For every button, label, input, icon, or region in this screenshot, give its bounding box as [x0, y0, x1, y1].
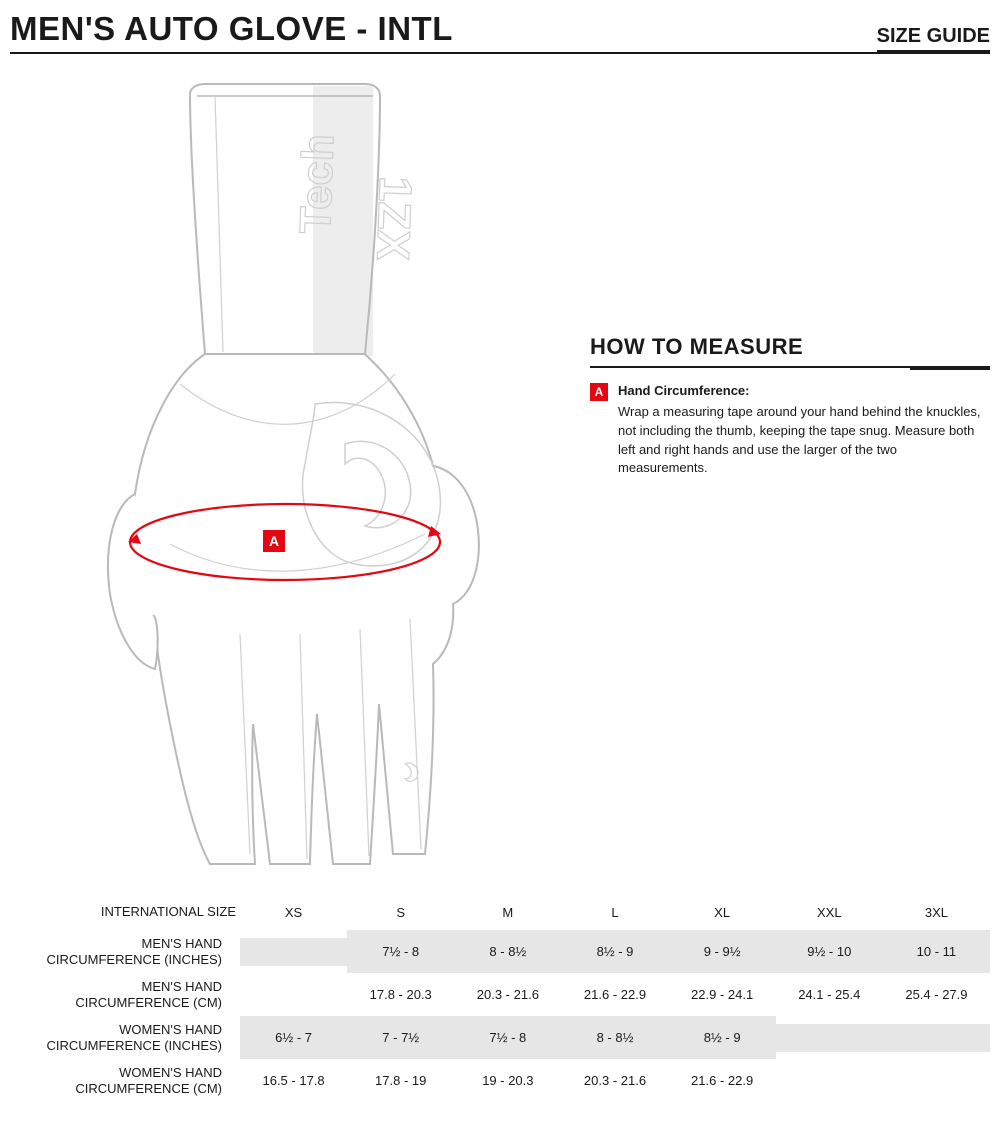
- table-cell: [776, 1067, 883, 1095]
- table-row: MEN'S HANDCIRCUMFERENCE (INCHES) 7½ - 88 …: [10, 930, 990, 973]
- table-cell: 6½ - 7: [240, 1016, 347, 1059]
- howto-heading: Hand Circumference:: [618, 382, 990, 401]
- table-cell: 7 - 7½: [347, 1016, 454, 1059]
- size-col: S: [347, 895, 454, 930]
- size-table: INTERNATIONAL SIZE XS S M L XL XXL 3XL M…: [10, 894, 990, 1102]
- size-guide-label: SIZE GUIDE: [877, 25, 990, 54]
- table-cell: 21.6 - 22.9: [669, 1059, 776, 1102]
- row-label: WOMEN'S HANDCIRCUMFERENCE (INCHES): [10, 1022, 240, 1055]
- mid-section: Tech 1ZX: [10, 74, 990, 874]
- howto-body-text: Wrap a measuring tape around your hand b…: [618, 403, 990, 478]
- marker-a-icon: A: [590, 383, 608, 401]
- table-cell: 24.1 - 25.4: [776, 973, 883, 1016]
- size-col: M: [454, 895, 561, 930]
- size-col: XS: [240, 895, 347, 930]
- svg-text:1ZX: 1ZX: [367, 175, 422, 261]
- size-col: 3XL: [883, 895, 990, 930]
- table-row: WOMEN'S HANDCIRCUMFERENCE (INCHES)6½ - 7…: [10, 1016, 990, 1059]
- table-row: MEN'S HANDCIRCUMFERENCE (CM)17.8 - 20.32…: [10, 973, 990, 1016]
- glove-diagram: Tech 1ZX: [10, 74, 570, 874]
- row-label: WOMEN'S HANDCIRCUMFERENCE (CM): [10, 1065, 240, 1098]
- table-cell: [776, 1024, 883, 1052]
- table-row: WOMEN'S HANDCIRCUMFERENCE (CM)16.5 - 17.…: [10, 1059, 990, 1102]
- table-cell: 8½ - 9: [669, 1016, 776, 1059]
- table-cell: 20.3 - 21.6: [454, 973, 561, 1016]
- glove-svg: Tech 1ZX: [75, 74, 505, 874]
- table-cell: 17.8 - 20.3: [347, 973, 454, 1016]
- table-cell: 7½ - 8: [347, 930, 454, 973]
- table-cell: 9½ - 10: [776, 930, 883, 973]
- size-col: L: [561, 895, 668, 930]
- table-cell: 25.4 - 27.9: [883, 973, 990, 1016]
- table-cell: [240, 938, 347, 966]
- size-col: XXL: [776, 895, 883, 930]
- howto-title: HOW TO MEASURE: [590, 334, 990, 368]
- table-header-row: INTERNATIONAL SIZE XS S M L XL XXL 3XL: [10, 894, 990, 930]
- table-cell: 7½ - 8: [454, 1016, 561, 1059]
- row-label: MEN'S HANDCIRCUMFERENCE (CM): [10, 979, 240, 1012]
- table-cell: [240, 981, 347, 1009]
- table-cell: 19 - 20.3: [454, 1059, 561, 1102]
- table-cell: 16.5 - 17.8: [240, 1059, 347, 1102]
- table-cell: 10 - 11: [883, 930, 990, 973]
- svg-text:A: A: [269, 533, 279, 549]
- size-col: XL: [669, 895, 776, 930]
- table-cell: 21.6 - 22.9: [561, 973, 668, 1016]
- table-header-label: INTERNATIONAL SIZE: [10, 894, 240, 930]
- table-cell: 8½ - 9: [561, 930, 668, 973]
- table-cell: 20.3 - 21.6: [561, 1059, 668, 1102]
- table-cell: 8 - 8½: [454, 930, 561, 973]
- howto-text: Hand Circumference: Wrap a measuring tap…: [618, 382, 990, 478]
- page-title: MEN'S AUTO GLOVE - INTL: [10, 10, 453, 48]
- page-header: MEN'S AUTO GLOVE - INTL SIZE GUIDE: [10, 10, 990, 54]
- table-cell: 17.8 - 19: [347, 1059, 454, 1102]
- table-cell: [883, 1024, 990, 1052]
- svg-text:Tech: Tech: [291, 133, 343, 234]
- table-cell: [883, 1067, 990, 1095]
- row-label: MEN'S HANDCIRCUMFERENCE (INCHES): [10, 936, 240, 969]
- table-cell: 8 - 8½: [561, 1016, 668, 1059]
- how-to-measure: HOW TO MEASURE A Hand Circumference: Wra…: [590, 74, 990, 874]
- table-cell: 22.9 - 24.1: [669, 973, 776, 1016]
- table-cell: 9 - 9½: [669, 930, 776, 973]
